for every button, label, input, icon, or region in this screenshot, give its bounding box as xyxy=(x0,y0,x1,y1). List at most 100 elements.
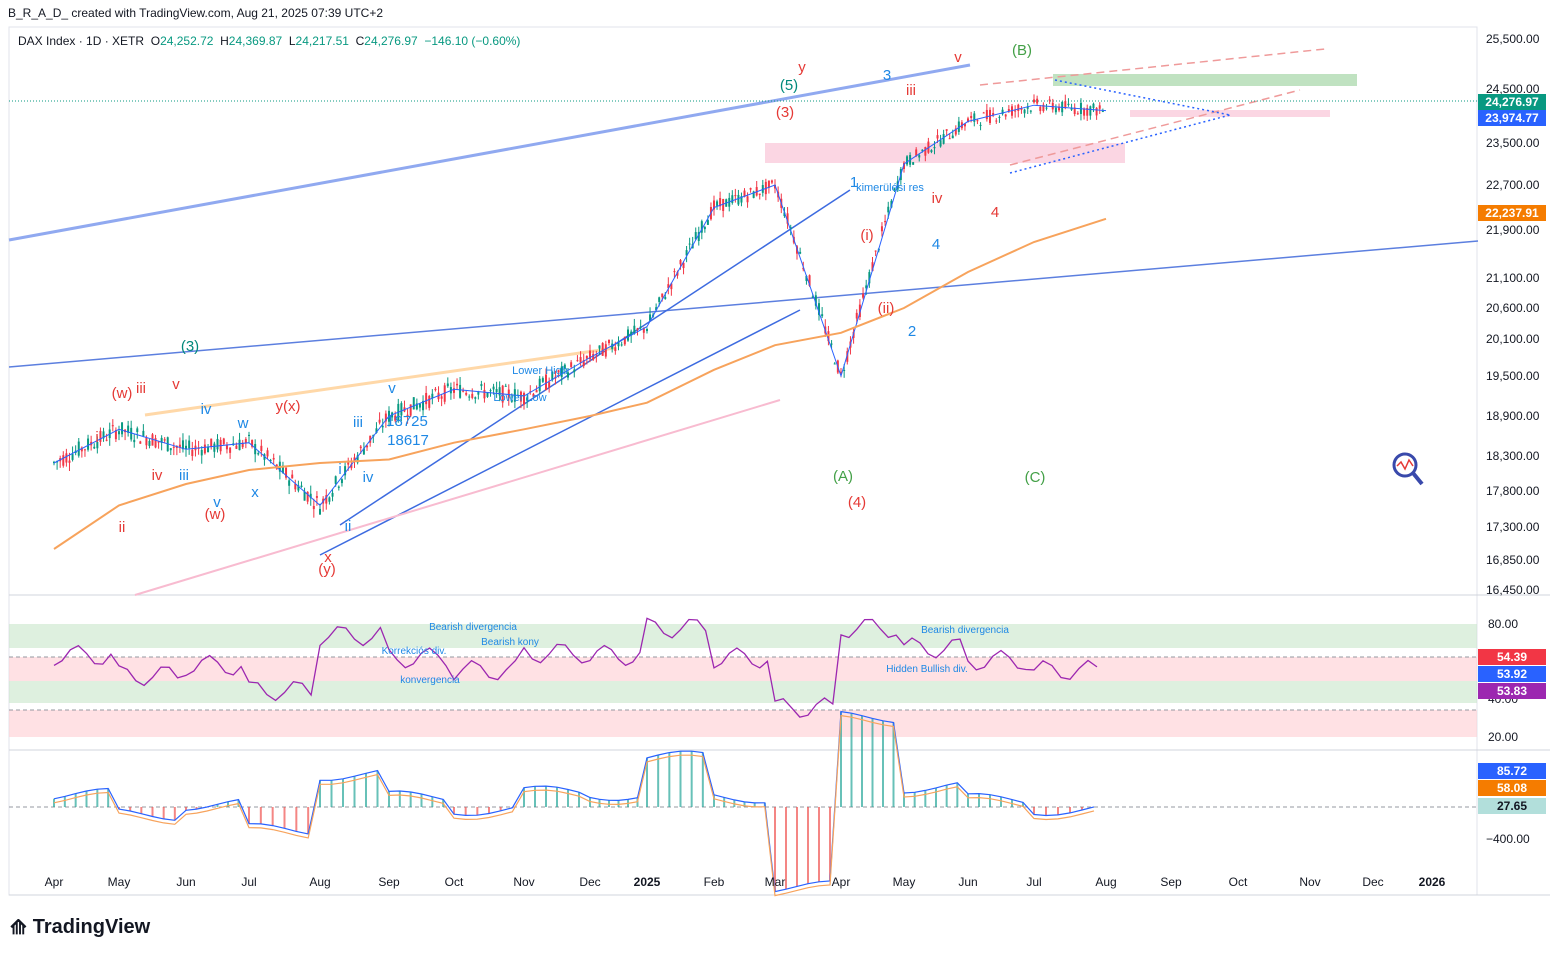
candle-body xyxy=(462,390,465,392)
macd-histogram-bar xyxy=(342,778,344,807)
candle-body xyxy=(418,403,421,408)
candle-body xyxy=(133,439,136,443)
wave-label: 18617 xyxy=(387,432,429,449)
wave-label: 18725 xyxy=(386,413,428,430)
candle-body xyxy=(770,180,773,183)
time-tick-label: Dec xyxy=(579,875,600,889)
candle-body xyxy=(573,369,576,373)
macd-histogram-bar xyxy=(913,792,916,807)
candle-body xyxy=(1042,104,1045,112)
candle-body xyxy=(526,397,529,401)
tradingview-logo[interactable]: ⟰ TradingView xyxy=(10,915,150,940)
candle-body xyxy=(68,460,71,463)
candle-body xyxy=(157,441,160,443)
long-moving-average-line xyxy=(53,217,1107,550)
candle-body xyxy=(1023,109,1026,114)
candle-body xyxy=(868,272,871,284)
candle-body xyxy=(598,345,601,349)
magnifier-icon[interactable] xyxy=(1392,452,1424,486)
macd-histogram-bar xyxy=(216,804,219,807)
wave-label: (3) xyxy=(776,104,794,121)
candle-body xyxy=(592,353,595,360)
candle-body xyxy=(285,467,288,478)
macd-histogram-bar xyxy=(945,785,948,807)
macd-histogram-bar xyxy=(431,796,434,807)
macd-histogram-bar xyxy=(151,807,154,817)
candle-body xyxy=(303,491,306,501)
macd-histogram-bar xyxy=(956,782,959,807)
time-axis[interactable]: Apr May Jun Jul Aug Sep Oct Nov Dec 2025 Feb Mar Apr… xyxy=(45,875,1446,889)
macd-histogram-bar xyxy=(578,792,580,807)
wave-label: y xyxy=(798,59,806,76)
long-trendline xyxy=(8,63,971,242)
candle-body xyxy=(468,396,471,398)
candle-body xyxy=(188,440,191,449)
candle-body xyxy=(362,448,365,455)
candle-body xyxy=(495,389,498,393)
candle-body xyxy=(216,438,219,450)
candle-body xyxy=(915,149,918,156)
wave-label: 4 xyxy=(991,204,999,221)
candle-body xyxy=(933,147,936,149)
macd-histogram-bar xyxy=(668,752,671,807)
candle-body xyxy=(667,284,670,288)
time-tick-label: May xyxy=(893,875,916,889)
wave-label: v xyxy=(954,49,962,66)
time-tick-label: Oct xyxy=(445,875,464,889)
o-label: O xyxy=(150,34,161,48)
macd-histogram-bar xyxy=(1081,807,1083,810)
macd-layer xyxy=(53,710,1095,897)
candle-body xyxy=(1070,107,1073,110)
candle-body xyxy=(767,180,770,188)
macd-histogram-bar xyxy=(453,807,455,815)
macd-histogram-bar xyxy=(1069,807,1071,813)
candle-body xyxy=(381,425,384,428)
candle-body xyxy=(642,327,645,333)
candle-body xyxy=(789,227,792,230)
resistance-zone xyxy=(765,143,1125,163)
candle-body xyxy=(545,374,547,390)
macd-histogram-bar xyxy=(107,788,110,807)
candle-body xyxy=(384,413,387,422)
candle-body xyxy=(203,444,206,454)
candle-body xyxy=(906,156,909,165)
high-value: 24,369.87 xyxy=(228,34,283,48)
candle-body xyxy=(428,395,431,408)
candle-body xyxy=(474,397,477,399)
series-layer xyxy=(53,104,1107,550)
wave-label: iv xyxy=(152,467,163,484)
macd-histogram-bar xyxy=(63,796,66,807)
candle-body xyxy=(148,440,151,446)
macd-histogram-bar xyxy=(271,807,274,826)
time-tick-label: Dec xyxy=(1362,875,1383,889)
macd-line xyxy=(53,710,1095,893)
wave-label: (A) xyxy=(833,468,853,485)
wave-label: (w) xyxy=(112,385,133,402)
price-tick-label: 21,900.00 xyxy=(1486,223,1540,237)
macd-histogram-bar xyxy=(617,800,620,807)
candle-body xyxy=(893,188,896,190)
candle-body xyxy=(486,392,489,397)
candle-body xyxy=(811,296,814,298)
candle-body xyxy=(136,428,139,433)
candle-body xyxy=(406,414,409,417)
candle-body xyxy=(114,429,117,440)
price-axis[interactable]: 25,500.00 24,500.00 23,500.00 22,700.00 21,9… xyxy=(1486,32,1540,846)
price-tick-label: 16,850.00 xyxy=(1486,553,1540,567)
candle-body xyxy=(492,386,495,390)
candle-body xyxy=(752,191,755,198)
candle-body xyxy=(830,343,833,345)
macd-histogram-bar xyxy=(743,801,746,807)
candle-body xyxy=(1004,114,1007,117)
symbol-name[interactable]: DAX Index · 1D · XETR xyxy=(18,34,145,48)
wave-label: iii xyxy=(136,380,146,397)
candle-body xyxy=(1098,105,1101,109)
price-tag: 22,237.91 xyxy=(1478,205,1546,221)
time-tick-label: Jul xyxy=(241,875,256,889)
candle-body xyxy=(688,243,691,245)
candle-body xyxy=(982,112,985,114)
candle-body xyxy=(263,454,266,460)
candle-body xyxy=(979,124,982,126)
candle-body xyxy=(102,431,105,439)
